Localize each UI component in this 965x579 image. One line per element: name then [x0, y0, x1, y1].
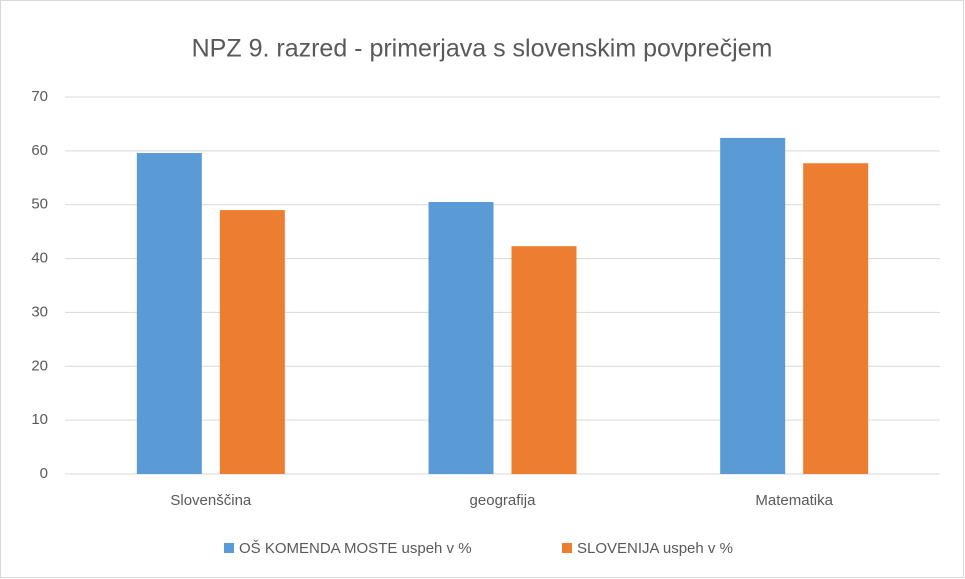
y-tick-label: 70	[31, 88, 48, 105]
y-tick-label: 60	[31, 142, 48, 159]
bar	[219, 210, 285, 474]
y-tick-label: 10	[31, 411, 48, 428]
legend-label: SLOVENIJA uspeh v %	[577, 540, 733, 557]
legend-swatch	[562, 543, 572, 553]
y-tick-label: 20	[31, 357, 48, 374]
bar	[511, 246, 577, 474]
y-tick-label: 0	[40, 465, 48, 482]
legend-label: OŠ KOMENDA MOSTE uspeh v %	[239, 540, 472, 557]
chart-title: NPZ 9. razred - primerjava s slovenskim …	[192, 35, 773, 63]
bar	[803, 163, 869, 474]
y-tick-label: 40	[31, 250, 48, 267]
legend-swatch	[224, 543, 234, 553]
bar	[136, 153, 202, 475]
x-tick-label: geografija	[470, 492, 537, 509]
x-tick-label: Matematika	[755, 492, 833, 509]
y-tick-label: 30	[31, 303, 48, 320]
bar	[720, 137, 786, 474]
bar	[428, 202, 494, 474]
x-tick-label: Slovenščina	[170, 492, 252, 509]
y-tick-label: 50	[31, 196, 48, 213]
